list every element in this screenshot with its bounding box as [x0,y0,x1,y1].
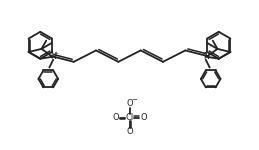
Text: N: N [203,52,209,61]
Text: +: + [54,51,59,56]
Text: O: O [140,113,147,122]
Text: Cl: Cl [125,113,134,122]
Text: −: − [131,97,137,103]
Text: O: O [112,113,119,122]
Text: N: N [50,52,56,61]
Text: O: O [126,127,133,136]
Text: O: O [126,99,133,108]
